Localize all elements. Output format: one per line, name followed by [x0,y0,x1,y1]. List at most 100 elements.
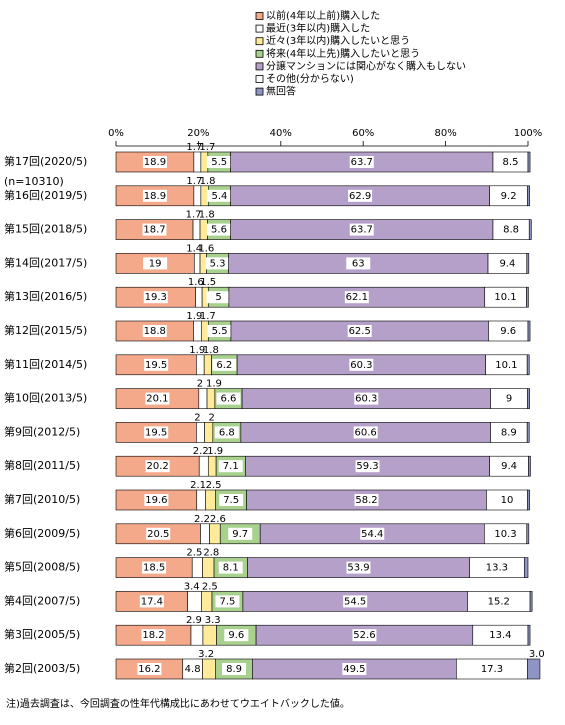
label-box [212,358,237,371]
value-label: 8.9 [501,427,517,438]
value-label: 62.9 [349,191,371,202]
category-label: 第13回(2016/5) [4,289,87,303]
value-label: 54.4 [361,529,383,540]
value-label: 2 [197,379,203,390]
label-box [222,663,247,675]
value-label: 19.5 [145,360,167,371]
value-label: 54.5 [344,596,366,607]
bar-segment [203,354,212,376]
legend-label: 以前(4年以上前)購入した [266,9,380,22]
value-label: 9.4 [501,461,517,472]
value-label: 20.1 [146,394,168,405]
value-label: 2.5 [186,548,202,559]
category-label: 第15回(2018/5) [4,222,87,236]
category-label: 第12回(2015/5) [4,323,87,337]
value-label: 1.7 [200,311,216,322]
value-label: 18.9 [144,157,166,168]
bar-segment [200,523,210,545]
value-label: 60.3 [350,360,372,371]
value-label: 53.9 [347,563,369,574]
label-box [216,392,241,405]
footnote: 注)過去調査は、今回調査の性年代構成比にあわせてウエイトバックした値。 [6,697,350,710]
value-label: 6.6 [221,394,237,405]
bar-segment [529,591,533,612]
bar-segment [526,523,530,545]
category-label: 第5回(2008/5) [4,560,80,574]
value-label: 18.5 [143,563,165,574]
value-label: 18.2 [142,630,164,641]
label-box [214,426,239,439]
value-label: 1.5 [200,277,216,288]
bar-segment [526,354,530,376]
x-tick-label: 100% [514,128,543,139]
label-box [142,561,167,574]
value-label: 5.5 [212,326,228,337]
label-box [355,460,380,473]
value-label: 2.5 [206,480,222,491]
value-label: 10 [501,495,514,506]
value-label: 16.2 [138,664,160,675]
value-label: 2.6 [210,514,226,525]
value-label: 1.7 [186,210,202,221]
label-box [347,325,372,337]
value-label: 7.5 [223,495,239,506]
value-label: 2 [209,412,215,423]
value-label: 3.0 [529,649,545,660]
value-label: 1.7 [199,142,215,153]
category-label: 第16回(2019/5) [4,188,87,202]
bar-segment [207,455,217,477]
value-label: 8.5 [503,157,519,168]
label-box [343,595,368,608]
value-label: 59.3 [356,461,378,472]
legend-swatch [255,12,264,20]
x-tick-label: 20% [187,128,209,139]
bar-segment [202,658,217,680]
bar-segment [187,591,202,612]
label-box [207,156,232,168]
label-box [349,358,374,371]
bar-segment [527,388,530,409]
legend-label: 近々(3年以内)購入したいと思う [266,34,410,47]
value-label: 63.7 [351,225,373,236]
value-label: 17.4 [141,596,163,607]
legend-swatch [255,87,264,96]
value-label: 13.3 [486,563,508,574]
bar-segment [204,422,214,443]
value-label: 19.5 [145,427,167,438]
label-box [342,663,367,675]
bar-segment [527,658,541,680]
category-label: 第3回(2005/5) [4,627,80,641]
category-label: 第11回(2014/5) [4,357,87,371]
legend-swatch [255,62,264,71]
value-label: 1.9 [206,379,222,390]
bar-segment [190,624,204,646]
value-label: 5 [215,292,221,303]
legend-label: その他(分からない) [266,72,354,85]
label-box [218,460,243,473]
bar-segment [528,219,532,240]
bar-segment [526,286,529,308]
label-box [143,257,168,270]
label-box [346,561,371,574]
value-label: 19 [149,258,162,269]
value-label: 1.7 [186,142,202,153]
label-box [146,527,171,540]
value-label: 2.8 [203,548,219,559]
label-box [142,156,167,168]
value-label: 1.4 [186,243,202,254]
label-box [205,257,230,270]
label-box [207,325,232,337]
label-box [207,189,232,202]
label-box [144,494,169,506]
value-label: 3.3 [205,615,221,626]
bar-segment [527,489,530,511]
value-label: 20.2 [146,461,168,472]
value-label: 1.6 [188,277,204,288]
label-box [142,325,167,337]
category-label: 第2回(2003/5) [4,661,80,675]
bar-segment [528,455,531,477]
label-box [219,494,244,506]
bar-segment [200,185,209,207]
bar-segment [202,557,215,578]
category-label: 第17回(2020/5) [4,154,87,168]
